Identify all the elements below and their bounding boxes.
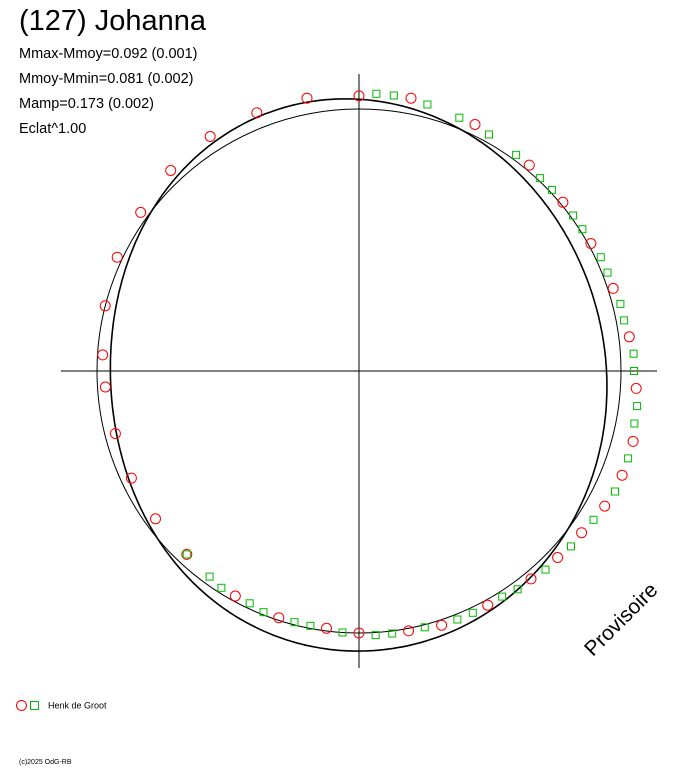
data-point-square — [630, 367, 639, 375]
chart-title: (127) Johanna — [19, 5, 207, 37]
legend: Henk de Groot — [16, 699, 107, 712]
data-point-square — [205, 572, 214, 581]
legend-label: Henk de Groot — [48, 700, 107, 711]
data-point-circle — [111, 251, 123, 263]
data-point-square — [453, 615, 462, 624]
data-point-square — [245, 599, 254, 608]
data-point-square — [569, 211, 578, 220]
data-point-square — [371, 631, 380, 640]
data-point-square — [306, 621, 315, 630]
data-point-square — [630, 419, 639, 428]
data-point-square — [611, 487, 619, 496]
data-point-square — [259, 608, 268, 617]
data-point-circle — [251, 107, 263, 119]
stat-mamp: Mamp=0.173 (0.002) — [19, 96, 155, 112]
data-point-square — [498, 592, 507, 601]
data-point-square — [485, 130, 493, 139]
data-point-circle — [99, 300, 111, 312]
data-point-square — [547, 185, 556, 194]
data-point-square — [624, 454, 633, 463]
stat-eclat: Eclat^1.00 — [19, 121, 87, 137]
data-point-square — [616, 299, 625, 308]
data-point-square — [512, 150, 521, 159]
data-point-square — [603, 268, 612, 277]
data-point-circle — [150, 513, 161, 525]
data-point-square — [578, 225, 587, 234]
data-point-circle — [301, 92, 313, 104]
stat-mmoy-mmin: Mmoy-Mmin=0.081 (0.002) — [19, 71, 194, 87]
data-point-circle — [630, 382, 642, 394]
data-point-square — [633, 402, 642, 411]
copyright-notice: (c)2025 OdG-RB — [19, 759, 72, 766]
data-point-circle — [525, 573, 537, 585]
data-point-circle — [627, 435, 639, 447]
data-point-circle — [273, 612, 285, 624]
data-point-circle — [353, 627, 365, 639]
data-point-square — [596, 253, 605, 262]
data-point-circle — [99, 381, 111, 393]
fit-curve-layer — [109, 98, 608, 652]
axes — [61, 74, 657, 668]
reference-circle — [96, 108, 622, 634]
data-point-square — [389, 91, 398, 100]
data-point-square — [182, 550, 191, 559]
data-point-square — [536, 174, 545, 183]
data-point-circle — [321, 622, 332, 634]
data-point-circle — [607, 282, 619, 294]
data-point-circle — [229, 590, 241, 602]
data-point-circle — [181, 548, 193, 560]
data-point-circle — [109, 428, 121, 440]
data-point-square — [290, 618, 299, 627]
reference-circle-layer — [96, 108, 622, 634]
data-point-circle — [482, 599, 494, 611]
data-point-circle — [353, 90, 365, 102]
data-point-square — [541, 565, 550, 574]
data-point-square — [372, 89, 381, 98]
data-point-circle — [623, 331, 635, 343]
data-point-square — [620, 316, 629, 325]
stat-mmax-mmoy: Mmax-Mmoy=0.092 (0.001) — [19, 46, 198, 62]
data-point-circle — [552, 552, 564, 563]
data-point-circle — [599, 500, 611, 512]
data-point-square — [629, 349, 638, 358]
data-point-square — [513, 585, 522, 594]
data-point-square — [423, 100, 432, 109]
fit-curve — [109, 98, 608, 652]
data-point-circle — [403, 625, 415, 637]
data-point-square — [388, 629, 397, 638]
data-point-circle — [576, 527, 588, 539]
data-point-square — [468, 608, 477, 617]
data-point-circle — [165, 165, 177, 176]
data-point-circle — [557, 196, 569, 208]
data-point-circle — [204, 131, 216, 142]
data-point-square — [338, 628, 347, 637]
data-point-circle — [135, 206, 147, 218]
data-point-circle — [469, 119, 481, 130]
data-point-circle — [125, 472, 137, 484]
data-point-square — [420, 623, 429, 632]
data-point-circle — [97, 349, 109, 361]
data-point-circle — [616, 469, 628, 481]
stats-block: Mmax-Mmoy=0.092 (0.001) Mmoy-Mmin=0.081 … — [19, 42, 198, 142]
data-point-circle — [405, 92, 417, 104]
legend-square-marker-icon — [30, 701, 39, 711]
data-point-circle — [436, 619, 448, 631]
data-point-square — [217, 583, 226, 592]
data-point-square — [567, 542, 575, 551]
data-point-square — [455, 113, 464, 122]
legend-circle-marker-icon — [16, 700, 27, 712]
data-point-square — [589, 515, 598, 524]
data-points-layer — [97, 89, 642, 640]
data-point-circle — [523, 159, 535, 171]
data-point-circle — [585, 238, 597, 249]
